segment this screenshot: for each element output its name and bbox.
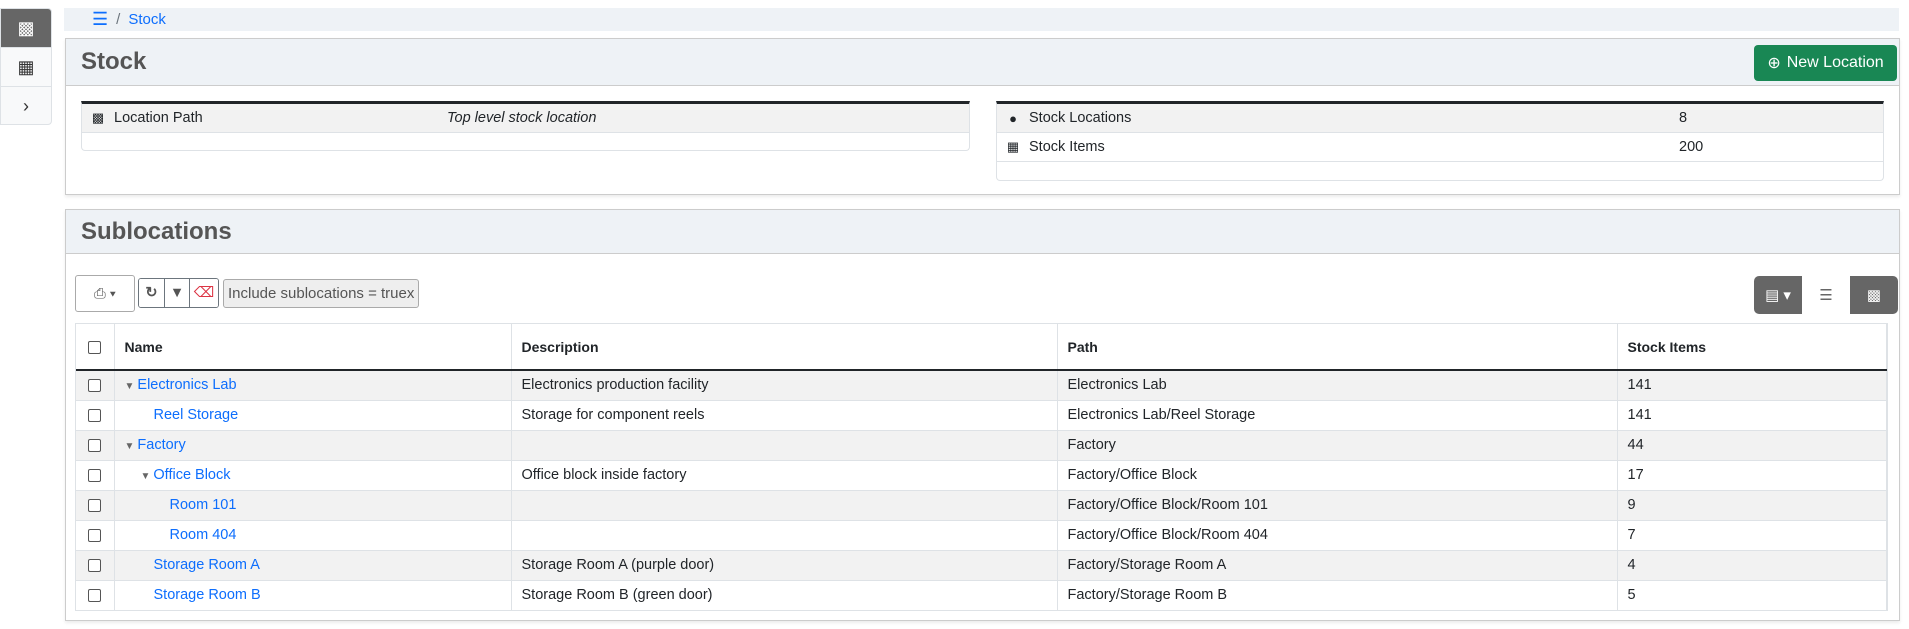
row-checkbox[interactable] xyxy=(88,408,102,422)
stock-items-cell: 44 xyxy=(1617,430,1887,461)
stock-items-cell: 4 xyxy=(1617,550,1887,581)
filter-chip[interactable]: Include sublocations = true x xyxy=(223,279,420,308)
path-cell: Factory/Storage Room A xyxy=(1057,550,1618,581)
row-checkbox[interactable] xyxy=(88,588,102,602)
description-cell: Electronics production facility xyxy=(511,370,1058,401)
column-header-name[interactable]: Name xyxy=(114,324,512,371)
sublocations-table: Name Description Path Stock Items ▼ Elect… xyxy=(75,323,1888,611)
path-cell: Factory/Storage Room B xyxy=(1057,580,1618,611)
table-row: Reel Storage Storage for component reels… xyxy=(76,400,1887,431)
sitemap-icon[interactable]: ▩ xyxy=(1,9,51,48)
row-checkbox[interactable] xyxy=(88,378,102,392)
table-view-icon[interactable]: ▤ ▾ xyxy=(1765,287,1791,304)
table-row: Storage Room B Storage Room B (green doo… xyxy=(76,580,1887,611)
expand-toggle-icon[interactable]: ▼ xyxy=(140,471,151,482)
refresh-icon[interactable]: ↻ xyxy=(139,279,165,307)
stock-items-cell: 5 xyxy=(1617,580,1887,611)
location-link[interactable]: Reel Storage xyxy=(153,407,239,423)
table-row: ▼ Factory Factory 44 xyxy=(76,430,1887,461)
path-cell: Factory xyxy=(1057,430,1618,461)
map-marker-icon: ● xyxy=(1009,110,1017,126)
filter-chip-label: Include sublocations = true xyxy=(228,285,407,302)
location-link[interactable]: Room 404 xyxy=(169,527,237,543)
view-toggle: ▤ ▾ ☰ ▩ xyxy=(1754,276,1898,314)
stock-panel: Stock ⊕ New Location ▩ Location Path Top … xyxy=(65,38,1900,195)
column-header-path[interactable]: Path xyxy=(1057,324,1618,371)
info-label: Stock Locations xyxy=(1029,110,1132,126)
description-cell: Storage Room A (purple door) xyxy=(511,550,1058,581)
table-row: ▼ Electronics Lab Electronics production … xyxy=(76,370,1887,401)
plus-circle-icon: ⊕ xyxy=(1767,55,1781,72)
stock-items-cell: 141 xyxy=(1617,400,1887,431)
filter-icon[interactable]: ▼ xyxy=(165,279,190,307)
location-link[interactable]: Room 101 xyxy=(169,497,237,513)
path-cell: Factory/Office Block xyxy=(1057,460,1618,491)
breadcrumb-stock[interactable]: Stock xyxy=(128,11,166,28)
print-icon: ⎙ ▾ xyxy=(94,285,116,302)
sitemap-icon: ▩ xyxy=(91,110,105,125)
row-checkbox[interactable] xyxy=(88,528,102,542)
location-link[interactable]: Storage Room B xyxy=(153,587,261,603)
table-row: Room 404 Factory/Office Block/Room 404 7 xyxy=(76,520,1887,551)
bars-icon[interactable]: ☰ xyxy=(92,9,109,29)
row-checkbox[interactable] xyxy=(88,498,102,512)
path-cell: Electronics Lab xyxy=(1057,370,1618,401)
row-checkbox[interactable] xyxy=(88,468,102,482)
chevron-right-icon[interactable]: › xyxy=(23,96,29,116)
info-value: Top level stock location xyxy=(447,110,597,126)
boxes-icon[interactable]: ▦ xyxy=(1,48,51,87)
description-cell: Office block inside factory xyxy=(511,460,1058,491)
description-cell xyxy=(511,490,1058,521)
stock-items-cell: 9 xyxy=(1617,490,1887,521)
description-cell xyxy=(511,430,1058,461)
stock-items-cell: 7 xyxy=(1617,520,1887,551)
boxes-icon: ▦ xyxy=(1006,139,1020,154)
location-link[interactable]: Electronics Lab xyxy=(137,377,237,394)
filter-chip-close[interactable]: x xyxy=(406,285,415,302)
path-cell: Electronics Lab/Reel Storage xyxy=(1057,400,1618,431)
info-value: 8 xyxy=(1679,110,1688,126)
path-cell: Factory/Office Block/Room 404 xyxy=(1057,520,1618,551)
section-title: Sublocations xyxy=(66,210,1899,254)
stock-items-cell: 17 xyxy=(1617,460,1887,491)
expand-toggle-icon[interactable]: ▼ xyxy=(124,441,135,452)
location-info-table: ▩ Location Path Top level stock location xyxy=(81,101,970,151)
row-checkbox[interactable] xyxy=(88,558,102,572)
table-actions: ↻ ▼ ⌫ xyxy=(138,278,219,308)
print-button[interactable]: ⎙ ▾ xyxy=(75,275,135,312)
row-checkbox[interactable] xyxy=(88,438,102,452)
page-title: Stock xyxy=(66,39,1899,86)
table-row: Storage Room A Storage Room A (purple do… xyxy=(76,550,1887,581)
table-row: Room 101 Factory/Office Block/Room 101 9 xyxy=(76,490,1887,521)
column-header-stock-items[interactable]: Stock Items xyxy=(1617,324,1887,371)
location-link[interactable]: Office Block xyxy=(153,467,231,483)
info-label: Stock Items xyxy=(1029,139,1105,155)
sidebar: ▩ ▦ › xyxy=(0,8,52,125)
description-cell xyxy=(511,520,1058,551)
breadcrumb-separator: / xyxy=(116,11,121,28)
tree-view-icon[interactable]: ▩ xyxy=(1866,287,1882,304)
info-label: Location Path xyxy=(114,110,203,126)
clear-filter-icon[interactable]: ⌫ xyxy=(190,279,218,307)
breadcrumb: ☰ / Stock xyxy=(64,8,1899,31)
location-link[interactable]: Factory xyxy=(137,437,186,453)
new-location-button[interactable]: ⊕ New Location xyxy=(1754,45,1897,81)
description-cell: Storage for component reels xyxy=(511,400,1058,431)
description-cell: Storage Room B (green door) xyxy=(511,580,1058,611)
list-view-icon[interactable]: ☰ xyxy=(1802,276,1850,314)
info-value: 200 xyxy=(1679,139,1704,155)
path-cell: Factory/Office Block/Room 101 xyxy=(1057,490,1618,521)
stock-items-cell: 141 xyxy=(1617,370,1887,401)
select-all-checkbox[interactable] xyxy=(88,341,102,355)
expand-toggle-icon[interactable]: ▼ xyxy=(124,381,135,393)
stock-info-table: ● Stock Locations 8 ▦ Stock Items 200 xyxy=(996,101,1884,181)
column-header-description[interactable]: Description xyxy=(511,324,1058,371)
table-row: ▼ Office Block Office block inside factor… xyxy=(76,460,1887,491)
location-link[interactable]: Storage Room A xyxy=(153,557,260,573)
